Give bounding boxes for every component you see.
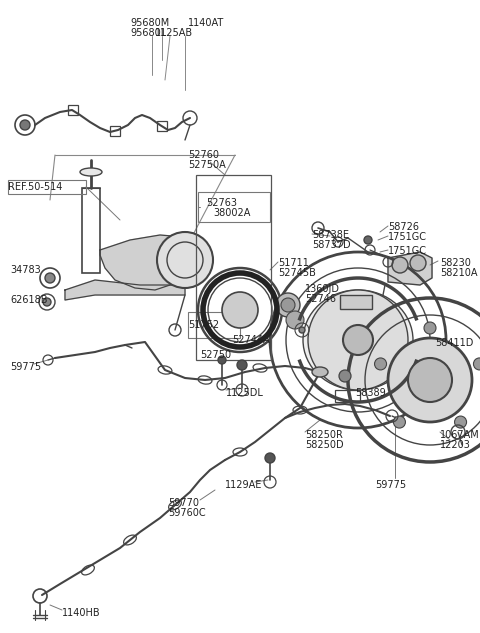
Bar: [157, 121, 167, 131]
Text: 58250D: 58250D: [305, 440, 344, 450]
Circle shape: [43, 298, 51, 306]
Circle shape: [286, 311, 304, 329]
Circle shape: [424, 322, 436, 334]
Ellipse shape: [80, 168, 102, 176]
Text: 58737D: 58737D: [312, 240, 350, 250]
Ellipse shape: [303, 290, 413, 390]
Text: 1067AM: 1067AM: [440, 430, 480, 440]
Circle shape: [299, 327, 305, 333]
Text: 59775: 59775: [10, 362, 41, 372]
Ellipse shape: [312, 367, 328, 377]
Text: 12203: 12203: [440, 440, 471, 450]
Circle shape: [343, 325, 373, 355]
Text: 52745B: 52745B: [278, 268, 316, 278]
Text: 1125DL: 1125DL: [226, 388, 264, 398]
Text: 34783: 34783: [10, 265, 41, 275]
Circle shape: [339, 370, 351, 382]
Circle shape: [388, 338, 472, 422]
Circle shape: [20, 120, 30, 130]
Polygon shape: [100, 235, 205, 290]
Text: 59775: 59775: [375, 480, 406, 490]
Text: REF.50-514: REF.50-514: [8, 182, 62, 192]
Polygon shape: [65, 280, 185, 300]
Polygon shape: [388, 252, 432, 285]
Circle shape: [222, 292, 258, 328]
Text: 58411D: 58411D: [435, 338, 473, 348]
Circle shape: [308, 290, 408, 390]
Circle shape: [218, 356, 226, 364]
Text: 58738E: 58738E: [312, 230, 349, 240]
Text: 52746: 52746: [305, 294, 336, 304]
Text: 59770: 59770: [168, 498, 199, 508]
Text: 52744A: 52744A: [232, 335, 270, 345]
Bar: [68, 105, 78, 115]
Bar: [82, 188, 100, 273]
Text: 52750A: 52750A: [188, 160, 226, 170]
Text: 58726: 58726: [388, 222, 419, 232]
Circle shape: [237, 360, 247, 370]
Text: 95680M: 95680M: [130, 18, 169, 28]
Text: 95680L: 95680L: [130, 28, 166, 38]
Circle shape: [374, 358, 386, 370]
Bar: [340, 295, 372, 309]
Bar: [196, 175, 271, 360]
Text: 59760C: 59760C: [168, 508, 205, 518]
Bar: [198, 192, 270, 222]
Text: 51711: 51711: [278, 258, 309, 268]
Text: 1140AT: 1140AT: [188, 18, 224, 28]
Bar: [8, 180, 86, 194]
Bar: [335, 390, 360, 402]
Circle shape: [157, 232, 213, 288]
Text: 38002A: 38002A: [213, 208, 251, 218]
Text: 1360JD: 1360JD: [305, 284, 340, 294]
Text: 62618B: 62618B: [10, 295, 48, 305]
Circle shape: [281, 298, 295, 312]
Circle shape: [265, 453, 275, 463]
Circle shape: [455, 416, 467, 428]
Text: 52750: 52750: [200, 350, 231, 360]
Bar: [110, 126, 120, 136]
Circle shape: [394, 416, 406, 428]
Bar: [188, 312, 240, 338]
Text: 58250R: 58250R: [305, 430, 343, 440]
Circle shape: [276, 293, 300, 317]
Text: 1125AB: 1125AB: [155, 28, 193, 38]
Circle shape: [45, 273, 55, 283]
Text: 1140HB: 1140HB: [62, 608, 101, 618]
Circle shape: [410, 255, 426, 271]
Text: 1751GC: 1751GC: [388, 246, 427, 256]
Text: 58210A: 58210A: [440, 268, 478, 278]
Text: 58389: 58389: [355, 388, 386, 398]
Text: 51752: 51752: [188, 320, 219, 330]
Text: 58230: 58230: [440, 258, 471, 268]
Text: 52763: 52763: [206, 198, 237, 208]
Text: 52760: 52760: [188, 150, 219, 160]
Circle shape: [392, 257, 408, 273]
Circle shape: [408, 358, 452, 402]
Text: 1129AE: 1129AE: [225, 480, 263, 490]
Text: 1751GC: 1751GC: [388, 232, 427, 242]
Circle shape: [364, 236, 372, 244]
Circle shape: [473, 358, 480, 370]
